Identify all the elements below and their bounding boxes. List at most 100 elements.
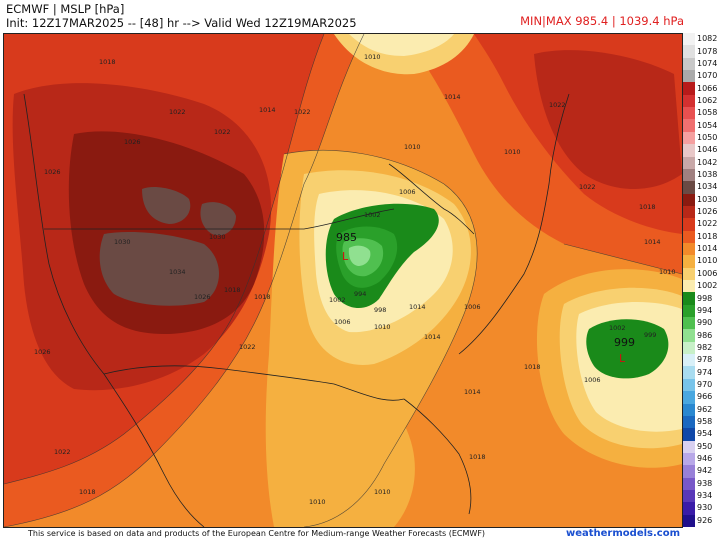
isobar-region-1002-north [349,34,454,56]
legend-label: 1046 [697,145,718,155]
isobar-label: 1022 [579,183,596,191]
legend-label: 930 [697,503,713,513]
legend-label: 934 [697,491,713,501]
legend-swatch [683,440,695,454]
init-valid-line: Init: 12Z17MAR2025 -- [48] hr --> Valid … [6,16,357,30]
pacific-coastline [23,93,205,527]
isobar-label: 1010 [504,148,521,156]
isobar-label: 1022 [214,128,231,136]
legend-swatch [683,292,695,306]
legend-label: 998 [697,293,713,303]
legend-swatch [683,489,695,503]
legend-label: 1074 [697,58,718,68]
isobar-label: 1018 [99,58,116,66]
canada-us-border [44,208,395,230]
isobar-label: 1006 [584,376,601,384]
isobar-label: 1018 [639,203,656,211]
legend-label: 966 [697,392,713,402]
isobar-region-1034-north [142,187,191,224]
legend-swatch [683,267,695,281]
legend-swatch [683,45,695,59]
legend-label: 970 [697,379,713,389]
isobar-region-1026-northeast [534,50,682,189]
legend-label: 974 [697,367,713,377]
site-link[interactable]: weathermodels.com [565,528,680,539]
legend-swatch [683,131,695,145]
legend-swatch [683,452,695,466]
legend-swatch [683,415,695,429]
isobar-label: 1030 [209,233,226,241]
isobar-label: 1010 [309,498,326,506]
legend-label: 1078 [697,46,718,56]
legend-label: 1030 [697,194,718,204]
isobar-region-1034-east [200,202,236,236]
isobar-label: 1014 [644,238,661,246]
legend-label: 1002 [697,281,718,291]
isobar-label: 1014 [444,93,461,101]
legend-swatch [683,329,695,343]
legend-swatch [683,107,695,120]
isobar-label: 1014 [424,333,441,341]
isobar-label: 1030 [114,238,131,246]
legend-swatch [683,156,695,170]
legend-swatch [683,255,695,269]
gulf-florida-coast [403,398,472,515]
legend-swatch [683,57,695,71]
chart-footer: This service is based on data and produc… [0,528,720,540]
legend-label: 1066 [697,83,718,93]
atlantic-low-marker: L [619,352,626,365]
isobar-region-1034-west [99,232,219,306]
isobar-label: 1006 [464,303,481,311]
isobar-label: 1018 [254,293,271,301]
legend-label: 986 [697,330,713,340]
data-credit: This service is based on data and produc… [28,529,486,538]
legend-swatch [683,465,695,479]
legend-swatch [683,304,695,318]
atlantic-coastline [458,93,570,355]
isobar-region-1010-south [294,390,415,527]
pressure-legend: 1082 1078 1074 1070 1066 1062 1058 1054 1050 1046… [683,33,719,528]
legend-swatch [683,391,695,404]
legend-swatch [683,119,695,133]
isobar-region-986-low [348,245,371,266]
isobar-label: 994 [354,290,366,298]
isobar-label: 1010 [374,488,391,496]
isobar-label: 1010 [374,323,391,331]
legend-swatch [683,378,695,392]
isobar-label: 1026 [44,168,61,176]
legend-label: 1006 [697,268,718,278]
isobar-label: 1002 [329,296,346,304]
coastlines [23,93,570,527]
min-max-readout: MIN|MAX 985.4 | 1039.4 hPa [520,14,684,28]
legend-label: 1050 [697,132,718,142]
legend-label: 1038 [697,170,718,180]
legend-swatch [683,218,695,232]
legend-swatch [683,354,695,367]
isobar-label: 1022 [239,343,256,351]
us-mexico-border [103,365,405,401]
isobar-label: 1014 [409,303,426,311]
isobar-label: 1022 [169,108,186,116]
legend-label: 946 [697,454,713,464]
legend-label: 1018 [697,231,718,241]
chart-header: ECMWF | MSLP [hPa] Init: 12Z17MAR2025 --… [0,0,720,32]
isobar-label: 998 [374,306,386,314]
isobar-label: 1018 [469,453,486,461]
legend-label: 978 [697,355,713,365]
legend-label: 942 [697,466,713,476]
legend-label: 1082 [697,34,718,44]
legend-swatch [683,33,695,46]
legend-label: 1042 [697,157,718,167]
isobar-label-layer: 1018 1022 1026 1026 1030 1030 1034 1026 1022 1018… [34,53,676,506]
isobar-label: 1026 [194,293,211,301]
legend-label: 994 [697,305,713,315]
low-center-marker: L [342,250,349,263]
legend-label: 1034 [697,182,718,192]
isobar-label: 1018 [224,286,241,294]
legend-swatch [683,230,695,244]
legend-swatch [683,514,695,528]
map-canvas: 1018 1022 1026 1026 1030 1030 1034 1026 1022 1018… [4,34,682,527]
legend-label: 954 [697,429,713,439]
legend-swatch [683,366,695,380]
legend-swatch [683,70,695,83]
